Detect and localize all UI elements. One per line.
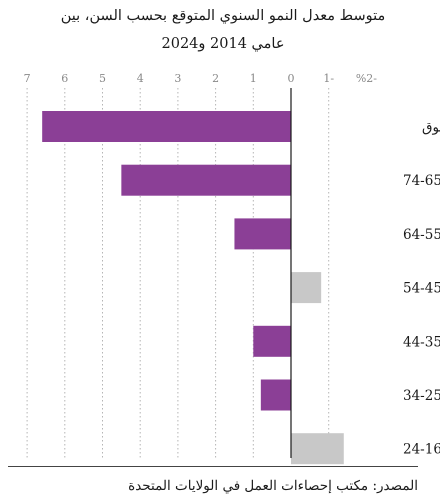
x-tick-label: 3 (174, 72, 181, 85)
chart-title-line2: عامي 2014 و2024 (161, 36, 285, 52)
x-axis-unit-label: %2- (356, 72, 377, 85)
chart-title-line1: متوسط معدل النمو السنوي المتوقع بحسب الس… (60, 8, 386, 24)
category-label: 74-65 (403, 173, 440, 189)
x-tick-label: 0 (288, 72, 295, 85)
category-label: 64-55 (403, 227, 440, 243)
category-label: 75 عاماً وما فوق (422, 117, 440, 136)
bar-3 (234, 218, 291, 250)
bar-4 (291, 272, 322, 304)
x-tick-label: 1 (250, 72, 257, 85)
x-tick-label: 6 (61, 72, 68, 85)
bar-5 (253, 325, 291, 357)
x-tick-label: 7 (24, 72, 31, 85)
x-tick-label: 1- (323, 72, 334, 85)
category-label: 54-45 (403, 281, 440, 297)
bar-2 (121, 164, 291, 196)
chart-title: متوسط معدل النمو السنوي المتوقع بحسب الس… (10, 2, 436, 58)
footer-divider (8, 466, 418, 467)
bar-6 (260, 379, 291, 411)
bar-7 (291, 433, 344, 465)
x-tick-label: 2 (212, 72, 219, 85)
x-tick-label: 5 (99, 72, 106, 85)
category-label: 34-25 (403, 388, 440, 404)
bar-1 (42, 111, 292, 142)
category-label: 44-35 (403, 334, 440, 350)
category-label: 24-16 (403, 442, 440, 458)
source-note: المصدر: مكتب إحصاءات العمل في الولايات ا… (128, 478, 418, 494)
x-tick-label: 4 (137, 72, 144, 85)
